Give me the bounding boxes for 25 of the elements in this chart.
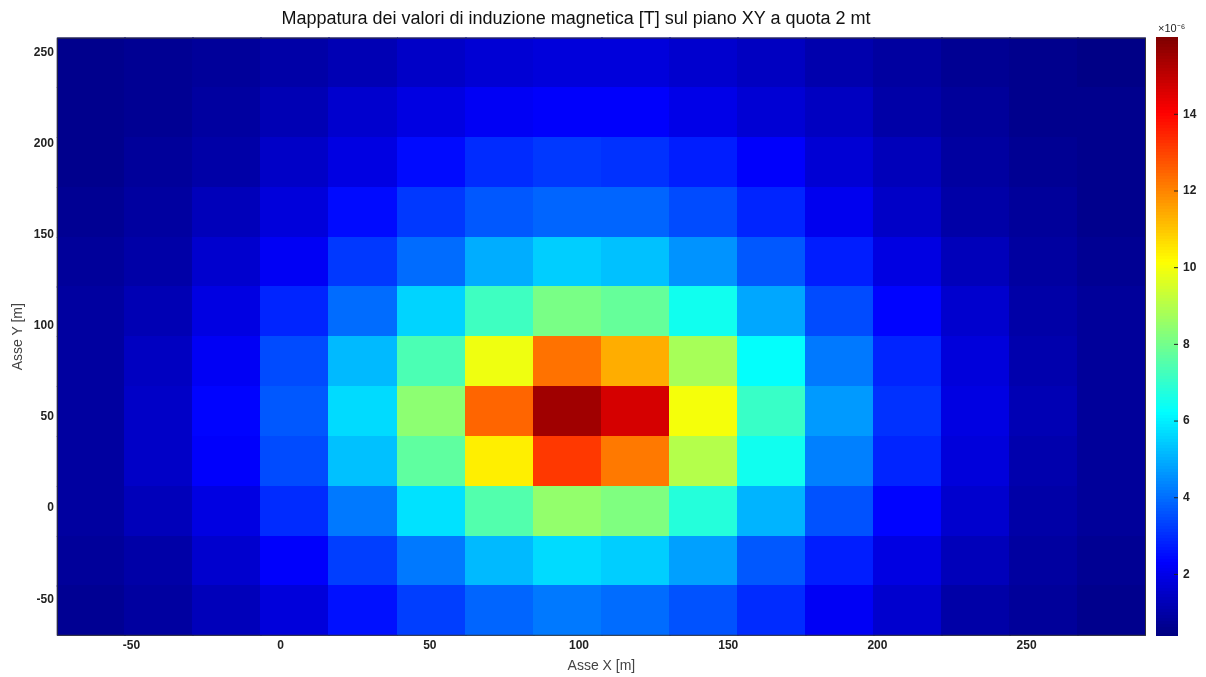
y-tick-label: 200 bbox=[33, 135, 55, 150]
color-bar-label: 14 bbox=[1183, 106, 1197, 121]
color-bar-label: 8 bbox=[1183, 336, 1190, 351]
y-axis-title: Asse Y [m] bbox=[9, 303, 26, 371]
x-tick-label: 200 bbox=[867, 638, 888, 653]
y-tick-label: 150 bbox=[33, 226, 55, 241]
chart-title: Mappatura dei valori di induzione magnetica [T] sul piano XY a quota 2 mt bbox=[281, 7, 871, 28]
color-bar-label: 4 bbox=[1183, 490, 1190, 505]
x-tick-label: 150 bbox=[718, 638, 739, 653]
color-bar-label: 10 bbox=[1183, 259, 1197, 274]
y-tick-label: -50 bbox=[36, 591, 55, 606]
y-tick-label: 0 bbox=[47, 500, 55, 515]
y-tick-label: 50 bbox=[40, 409, 55, 424]
color-bar-label: 2 bbox=[1183, 566, 1190, 581]
color-bar-label: 6 bbox=[1183, 413, 1190, 428]
x-tick-label: 100 bbox=[569, 638, 590, 653]
color-bar-title: ×10⁻⁶ bbox=[1158, 22, 1186, 35]
x-tick-label: 250 bbox=[1016, 638, 1037, 653]
x-tick-label: -50 bbox=[122, 638, 141, 653]
x-axis-title: Asse X [m] bbox=[567, 657, 636, 674]
y-tick-label: 100 bbox=[33, 318, 55, 333]
color-bar-label: 12 bbox=[1183, 183, 1197, 198]
x-tick-label: 0 bbox=[277, 638, 285, 653]
x-tick-label: 50 bbox=[423, 638, 437, 653]
y-tick-label: 250 bbox=[33, 44, 55, 59]
